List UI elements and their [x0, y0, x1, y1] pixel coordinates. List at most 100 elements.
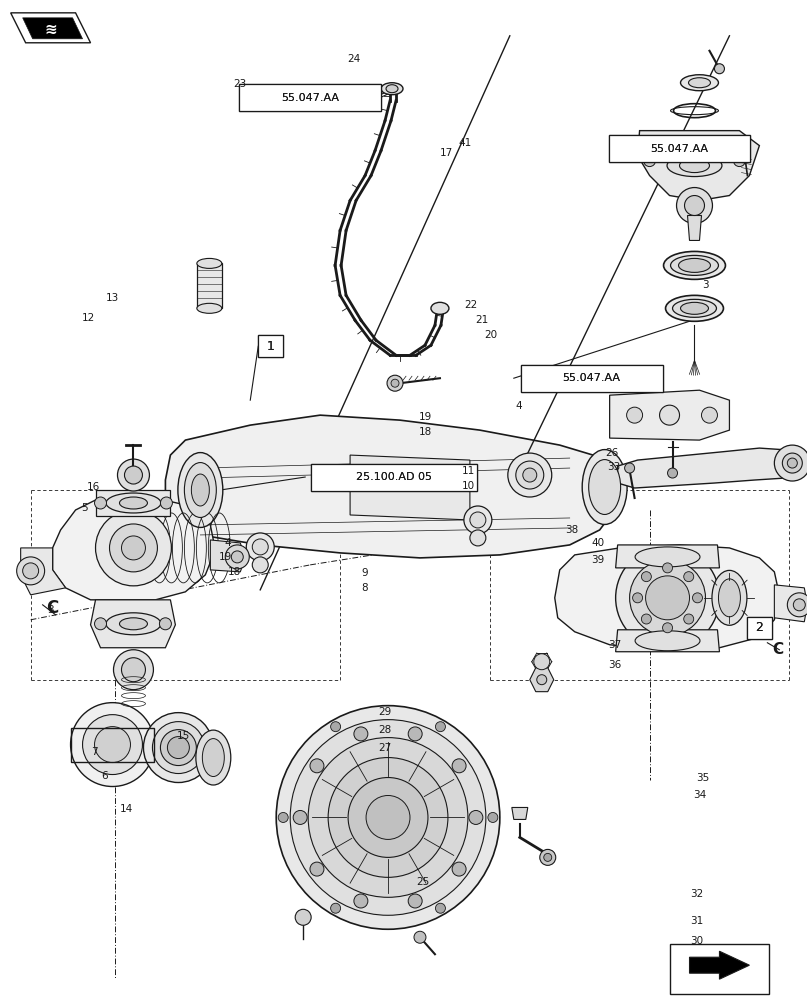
- Circle shape: [225, 545, 249, 569]
- Circle shape: [121, 658, 145, 682]
- Polygon shape: [555, 545, 780, 650]
- Text: 36: 36: [608, 660, 621, 670]
- Polygon shape: [166, 415, 620, 558]
- Circle shape: [469, 810, 483, 824]
- Circle shape: [354, 727, 368, 741]
- Text: 32: 32: [690, 889, 704, 899]
- Circle shape: [642, 614, 651, 624]
- Text: 25.100.AD 05: 25.100.AD 05: [356, 472, 432, 482]
- Polygon shape: [90, 600, 175, 648]
- Circle shape: [231, 551, 243, 563]
- Ellipse shape: [106, 493, 161, 513]
- Circle shape: [540, 849, 556, 865]
- Circle shape: [95, 510, 171, 586]
- FancyBboxPatch shape: [239, 84, 381, 111]
- Text: C: C: [47, 599, 59, 617]
- Circle shape: [17, 557, 44, 585]
- Bar: [670, 944, 769, 994]
- Bar: [197, 263, 222, 308]
- Text: 7: 7: [91, 747, 98, 757]
- FancyBboxPatch shape: [521, 365, 663, 392]
- Ellipse shape: [202, 739, 225, 777]
- Ellipse shape: [680, 75, 718, 91]
- Text: 22: 22: [465, 300, 478, 310]
- Circle shape: [328, 758, 448, 877]
- Text: 20: 20: [485, 330, 498, 340]
- Circle shape: [293, 810, 307, 824]
- Circle shape: [276, 706, 500, 929]
- Circle shape: [633, 593, 642, 603]
- Text: 3: 3: [702, 280, 709, 290]
- Polygon shape: [95, 490, 170, 516]
- Text: 19: 19: [218, 552, 232, 562]
- Text: 30: 30: [690, 936, 704, 946]
- Circle shape: [692, 593, 702, 603]
- Circle shape: [667, 468, 678, 478]
- Circle shape: [295, 909, 311, 925]
- Ellipse shape: [583, 450, 627, 524]
- Circle shape: [714, 64, 725, 74]
- Text: 35: 35: [696, 773, 709, 783]
- Circle shape: [354, 894, 368, 908]
- Circle shape: [310, 759, 324, 773]
- Circle shape: [537, 675, 547, 685]
- Circle shape: [625, 463, 634, 473]
- Text: 2: 2: [755, 621, 764, 634]
- Ellipse shape: [381, 83, 403, 95]
- Circle shape: [701, 407, 718, 423]
- Text: 21: 21: [475, 315, 488, 325]
- Ellipse shape: [688, 78, 710, 88]
- Ellipse shape: [680, 159, 709, 173]
- FancyBboxPatch shape: [608, 135, 751, 162]
- Polygon shape: [210, 540, 246, 572]
- Text: 55.047.AA: 55.047.AA: [281, 93, 339, 103]
- Text: 25: 25: [416, 877, 429, 887]
- Text: 55.047.AA: 55.047.AA: [650, 144, 709, 154]
- Circle shape: [532, 670, 552, 690]
- Polygon shape: [23, 18, 82, 39]
- FancyBboxPatch shape: [310, 464, 478, 491]
- Text: 10: 10: [462, 481, 475, 491]
- Polygon shape: [511, 807, 528, 819]
- Circle shape: [452, 862, 466, 876]
- Text: 1: 1: [267, 340, 274, 353]
- Ellipse shape: [120, 497, 147, 509]
- Circle shape: [782, 453, 802, 473]
- Text: 34: 34: [692, 790, 706, 800]
- Ellipse shape: [666, 295, 723, 321]
- Ellipse shape: [635, 547, 700, 567]
- Text: 18: 18: [419, 427, 431, 437]
- Circle shape: [95, 618, 107, 630]
- Text: 12: 12: [82, 313, 95, 323]
- Text: 18: 18: [228, 567, 242, 577]
- Text: 5: 5: [82, 503, 88, 513]
- Polygon shape: [21, 548, 65, 595]
- Text: 3: 3: [47, 605, 53, 615]
- FancyBboxPatch shape: [608, 135, 751, 162]
- Polygon shape: [638, 131, 760, 201]
- Text: 28: 28: [378, 725, 391, 735]
- Circle shape: [452, 759, 466, 773]
- Circle shape: [117, 459, 149, 491]
- Circle shape: [414, 931, 426, 943]
- Circle shape: [278, 812, 288, 822]
- Ellipse shape: [178, 453, 223, 527]
- Ellipse shape: [196, 730, 231, 785]
- Bar: [747, 617, 772, 639]
- Circle shape: [774, 445, 808, 481]
- Circle shape: [110, 524, 158, 572]
- Ellipse shape: [184, 463, 217, 517]
- Circle shape: [642, 572, 651, 582]
- Circle shape: [436, 903, 445, 913]
- Polygon shape: [688, 215, 701, 240]
- Text: 38: 38: [566, 525, 579, 535]
- Polygon shape: [617, 448, 799, 488]
- Circle shape: [330, 722, 341, 732]
- Circle shape: [159, 618, 171, 630]
- Circle shape: [470, 530, 486, 546]
- Circle shape: [308, 738, 468, 897]
- Text: 16: 16: [87, 482, 100, 492]
- Polygon shape: [774, 585, 807, 622]
- Circle shape: [629, 560, 705, 636]
- Text: 1: 1: [267, 340, 274, 353]
